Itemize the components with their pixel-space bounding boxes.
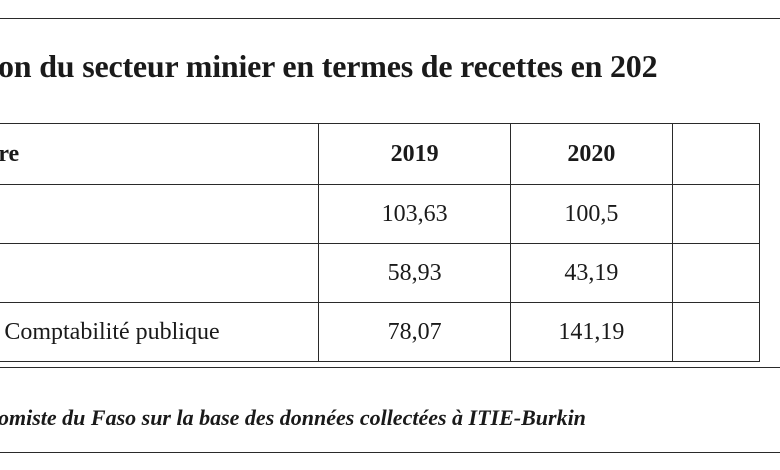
- top-rule: [0, 18, 780, 19]
- table-row: 58,93 43,19: [0, 243, 761, 303]
- revenue-table: ière 2019 2020 103,63 100,5 58,93 43,19 …: [0, 123, 761, 362]
- cell-value: [671, 302, 761, 362]
- header-year-2019: 2019: [318, 123, 511, 185]
- cell-value: 78,07: [318, 302, 511, 362]
- row-label: la Comptabilité publique: [0, 302, 320, 362]
- source-top-rule: [0, 367, 780, 368]
- cell-value: 58,93: [318, 243, 511, 303]
- header-row: ière 2019 2020: [0, 123, 761, 185]
- bottom-rule: [0, 452, 780, 453]
- cell-value: 43,19: [509, 243, 673, 303]
- cell-value: 141,19: [509, 302, 673, 362]
- header-year-2020: 2020: [509, 123, 673, 185]
- table-title: on du secteur minier en termes de recett…: [0, 48, 658, 84]
- cell-value: [671, 243, 761, 303]
- table-row: 103,63 100,5: [0, 184, 761, 244]
- source-note: omiste du Faso sur la base des données c…: [0, 405, 586, 430]
- header-year-third: [671, 123, 761, 185]
- cell-value: 100,5: [509, 184, 673, 244]
- row-label: [0, 243, 320, 303]
- row-label: [0, 184, 320, 244]
- cell-value: [671, 184, 761, 244]
- header-label-cell: ière: [0, 123, 320, 185]
- table-row: la Comptabilité publique 78,07 141,19: [0, 302, 761, 362]
- cell-value: 103,63: [318, 184, 511, 244]
